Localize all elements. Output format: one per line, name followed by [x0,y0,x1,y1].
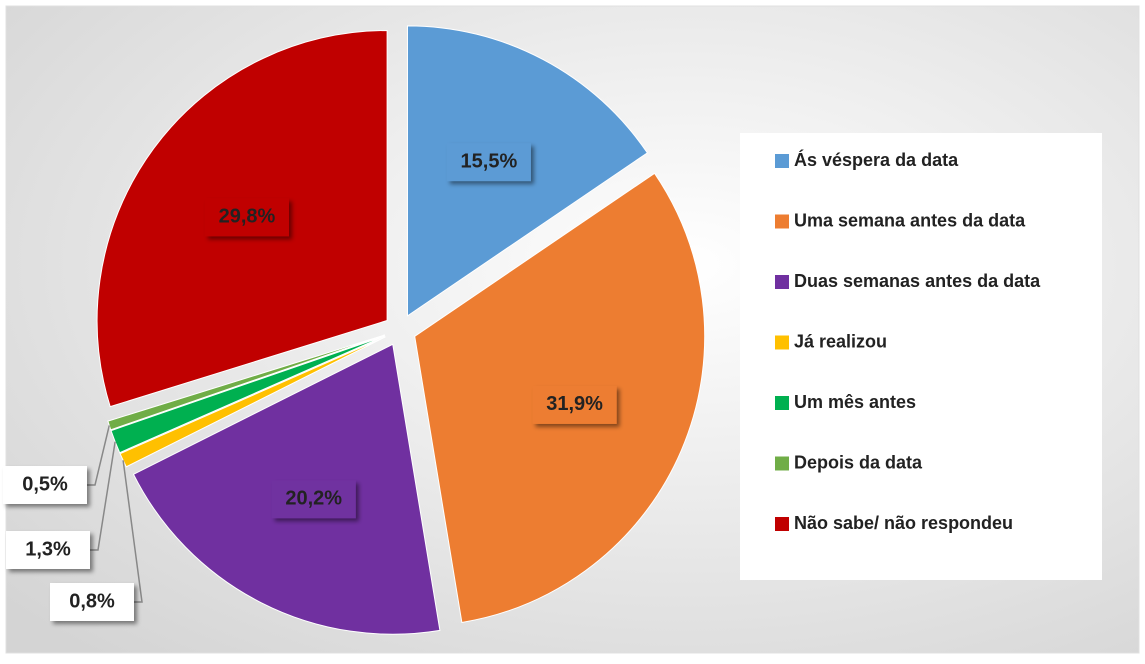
data-label-box [6,531,90,569]
legend-swatch [775,396,789,410]
data-label: 0,5% [22,473,68,495]
data-label: 31,9% [546,393,603,415]
legend-box [740,133,1102,580]
data-label: 0,8% [69,590,115,612]
data-label: 1,3% [25,538,71,560]
legend-swatch [775,335,789,350]
data-label-box [271,480,356,519]
legend-label: Não sabe/ não respondeu [794,513,1013,533]
legend-label: Uma semana antes da data [794,210,1026,230]
legend-label: Duas semanas antes da data [794,271,1041,291]
data-label: 29,8% [219,206,276,228]
data-label-box [50,583,134,621]
legend-label: Já realizou [794,331,887,351]
data-label: 20,2% [285,488,342,510]
data-label-box [532,385,617,424]
legend-swatch [775,456,789,471]
leader-line [90,441,116,551]
data-label-box [446,143,531,182]
legend-swatch [775,517,789,531]
data-label-box [3,466,87,504]
legend-label: Depois da data [794,452,923,472]
leader-line [87,425,111,486]
legend-label: Ás véspera da data [794,149,959,170]
data-label: 15,5% [461,150,518,172]
legend-swatch [775,154,789,168]
leader-line [122,460,143,603]
legend-swatch [775,275,789,289]
data-label-box [204,198,289,237]
legend-label: Um mês antes [794,392,916,412]
legend-swatch [775,214,789,229]
